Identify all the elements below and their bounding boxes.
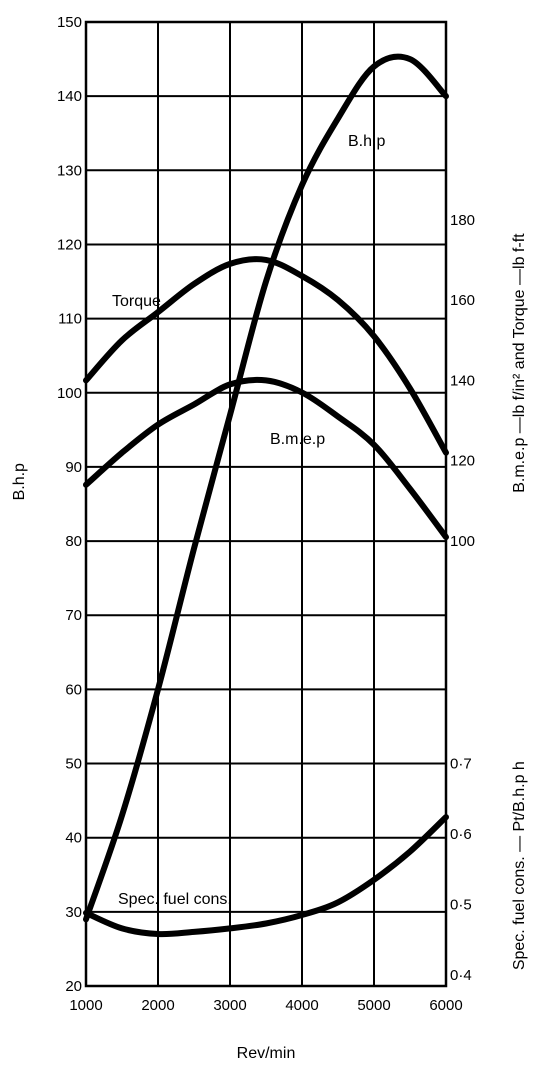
y-left-tick-label: 100 xyxy=(57,385,82,402)
y-right-lower-tick-label: 0·7 xyxy=(450,756,472,773)
curves: B.h.p Torque B.m.e.p Spec. fuel cons. xyxy=(83,53,449,938)
y-right-upper-tick-label: 180 xyxy=(450,212,475,229)
grid xyxy=(85,21,447,987)
y-left-tick-label: 140 xyxy=(57,88,82,105)
y-left-tick-label: 40 xyxy=(65,830,82,847)
y-left-tick-label: 150 xyxy=(57,14,82,31)
y-right-upper-axis-label: B.m.e.p —lb f/in² and Torque —lb f-ft xyxy=(511,233,528,493)
y-left-axis-label: B.h.p xyxy=(11,463,28,500)
x-tick-label: 4000 xyxy=(285,997,318,1014)
y-left-tick-label: 70 xyxy=(65,607,82,624)
axis-labels: Rev/min B.h.p B.m.e.p —lb f/in² and Torque… xyxy=(11,233,528,1062)
y-left-tick-label: 60 xyxy=(65,681,82,698)
series-label-b-m-e-p: B.m.e.p xyxy=(270,431,325,448)
x-tick-label: 2000 xyxy=(141,997,174,1014)
y-right-lower-axis-label: Spec. fuel cons. — Pt/B.h.p h xyxy=(511,761,528,970)
x-tick-label: 5000 xyxy=(357,997,390,1014)
x-tick-label: 6000 xyxy=(429,997,462,1014)
series-line-b-m-e-p xyxy=(83,376,449,541)
series-line-torque xyxy=(83,256,449,456)
series-line-b-h-p xyxy=(83,53,449,923)
y-right-lower-tick-label: 0·6 xyxy=(450,826,472,843)
x-tick-label: 3000 xyxy=(213,997,246,1014)
y-left-tick-label: 20 xyxy=(65,978,82,995)
y-left-tick-label: 110 xyxy=(58,311,82,328)
y-left-tick-label: 30 xyxy=(65,904,82,921)
y-right-lower-tick-label: 0·4 xyxy=(450,967,472,984)
x-tick-label: 1000 xyxy=(69,997,102,1014)
plot-frame xyxy=(84,20,448,988)
y-left-tick-label: 50 xyxy=(65,756,82,773)
x-axis-label: Rev/min xyxy=(237,1045,296,1062)
y-left-tick-label: 120 xyxy=(57,236,82,253)
y-right-upper-tick-label: 100 xyxy=(450,533,475,550)
y-left-tick-label: 130 xyxy=(57,162,82,179)
y-right-upper-tick-label: 140 xyxy=(450,372,475,389)
series-label-b-h-p: B.h.p xyxy=(348,133,385,150)
y-left-tick-label: 90 xyxy=(65,459,82,476)
series-label-torque: Torque xyxy=(112,293,161,310)
y-right-upper-tick-label: 120 xyxy=(450,453,475,470)
series-label-spec-fuel-cons: Spec. fuel cons. xyxy=(118,891,232,908)
tick-labels: 1000 2000 3000 4000 5000 6000 20 30 40 50 60 70 80 90… xyxy=(57,14,475,1014)
y-right-lower-tick-label: 0·5 xyxy=(450,896,472,913)
y-left-tick-label: 80 xyxy=(65,533,82,550)
y-right-upper-tick-label: 160 xyxy=(450,292,475,309)
series-line-spec-fuel-cons xyxy=(83,814,449,938)
